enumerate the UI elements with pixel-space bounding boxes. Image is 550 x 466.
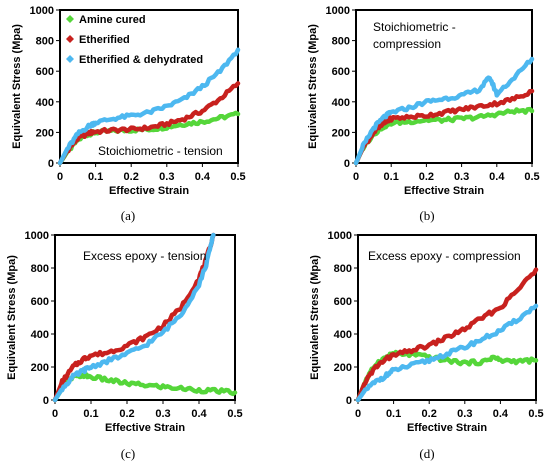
x-axis-label: Effective Strain xyxy=(105,422,185,434)
panel-annotation: Excess epoxy - tension xyxy=(83,249,206,263)
plot-frame xyxy=(357,234,537,401)
y-tick-label: 600 xyxy=(332,66,350,78)
y-tick-label: 0 xyxy=(43,395,49,407)
legend-entry: Etherified xyxy=(79,34,130,46)
x-axis-label: Effective Strain xyxy=(109,185,189,197)
x-tick-label: 0.4 xyxy=(493,408,509,420)
x-tick-label: 0.2 xyxy=(419,171,434,183)
y-tick-label: 200 xyxy=(332,127,350,139)
x-tick-label: 0.4 xyxy=(195,171,211,183)
y-tick-label: 400 xyxy=(334,329,352,341)
series-line-dehydrated xyxy=(57,47,241,166)
x-tick-label: 0.3 xyxy=(454,171,469,183)
y-tick-label: 200 xyxy=(334,362,352,374)
x-tick-label: 0.5 xyxy=(524,171,539,183)
y-tick-label: 0 xyxy=(344,158,350,170)
x-tick-label: 0.3 xyxy=(457,408,472,420)
x-tick-label: 0.3 xyxy=(159,171,174,183)
panel-annotation: Stoichiometric - tension xyxy=(98,144,223,158)
y-tick-label: 1000 xyxy=(328,230,352,242)
y-tick-label: 600 xyxy=(36,66,54,78)
y-tick-label: 1000 xyxy=(326,5,350,17)
x-tick-label: 0.1 xyxy=(88,171,103,183)
panel-caption: (d) xyxy=(419,446,434,461)
panel-caption: (c) xyxy=(121,446,135,461)
x-tick-label: 0.5 xyxy=(528,408,543,420)
x-tick-label: 0.2 xyxy=(119,408,134,420)
y-tick-label: 400 xyxy=(31,329,49,341)
x-tick-label: 0.4 xyxy=(489,171,505,183)
y-tick-label: 0 xyxy=(346,395,352,407)
y-axis-label: Equivalent Stress (Mpa) xyxy=(11,24,23,149)
panel-caption: (a) xyxy=(121,208,135,223)
panel-annotation: Excess epoxy - compression xyxy=(368,249,521,263)
y-tick-label: 400 xyxy=(332,97,350,109)
x-axis-label: Effective Strain xyxy=(404,185,484,197)
series-line-dehydrated xyxy=(355,303,539,403)
x-tick-label: 0.5 xyxy=(230,171,245,183)
x-tick-label: 0.1 xyxy=(83,408,98,420)
series-line-dehydrated xyxy=(52,232,216,403)
series-line-etherified xyxy=(355,267,539,403)
legend-entry: Amine cured xyxy=(79,14,146,26)
y-axis-label: Equivalent Stress (Mpa) xyxy=(307,24,319,149)
y-tick-label: 800 xyxy=(31,263,49,275)
x-tick-label: 0 xyxy=(57,171,63,183)
chart-panel-b: 0 0.1 0.2 0.3 0.4 0.5 0 200 400 600 800 1000 Effecti… xyxy=(307,5,540,223)
chart-panel-c: 0 0.1 0.2 0.3 0.4 0.5 0 200 400 600 800 1000 Effecti… xyxy=(6,230,243,461)
chart-panel-a: 0 0.1 0.2 0.3 0.4 0.5 0 200 400 600 800 1000 Effecti… xyxy=(11,5,246,223)
y-tick-label: 200 xyxy=(31,362,49,374)
legend-entry: Etherified & dehydrated xyxy=(79,54,203,66)
legend-marker-amine xyxy=(66,15,74,23)
x-tick-label: 0.2 xyxy=(124,171,139,183)
plot-frame xyxy=(54,234,236,401)
y-tick-label: 600 xyxy=(334,296,352,308)
y-tick-label: 200 xyxy=(36,127,54,139)
y-tick-label: 800 xyxy=(334,263,352,275)
y-tick-label: 0 xyxy=(48,158,54,170)
y-axis-label: Equivalent Stress (Mpa) xyxy=(6,255,18,380)
plot-frame xyxy=(59,9,239,164)
y-axis-label: Equivalent Stress (Mpa) xyxy=(309,255,321,380)
x-tick-label: 0.1 xyxy=(386,408,401,420)
panel-caption: (b) xyxy=(419,208,434,223)
x-tick-label: 0 xyxy=(353,171,359,183)
x-tick-label: 0.5 xyxy=(227,408,242,420)
series-line-etherified xyxy=(353,88,535,166)
y-tick-label: 800 xyxy=(332,36,350,48)
x-tick-label: 0.4 xyxy=(191,408,207,420)
y-tick-label: 800 xyxy=(36,36,54,48)
legend-marker-etherified xyxy=(66,35,74,43)
x-axis-label: Effective Strain xyxy=(407,422,487,434)
x-tick-label: 0.2 xyxy=(422,408,437,420)
series-line-amine xyxy=(52,371,238,403)
x-tick-label: 0 xyxy=(355,408,361,420)
series-line-etherified xyxy=(57,81,241,166)
y-tick-label: 1000 xyxy=(30,5,54,17)
y-tick-label: 1000 xyxy=(25,230,49,242)
y-tick-label: 400 xyxy=(36,97,54,109)
plot-frame xyxy=(355,9,533,164)
x-tick-label: 0 xyxy=(52,408,58,420)
x-tick-label: 0.3 xyxy=(155,408,170,420)
y-tick-label: 600 xyxy=(31,296,49,308)
chart-panel-d: 0 0.1 0.2 0.3 0.4 0.5 0 200 400 600 800 1000 Effecti… xyxy=(309,230,544,461)
legend-marker-dehydrated xyxy=(66,55,74,63)
panel-annotation: compression xyxy=(373,37,441,51)
panel-annotation: Stoichiometric - xyxy=(373,20,456,34)
series-line-dehydrated xyxy=(353,56,535,166)
x-tick-label: 0.1 xyxy=(384,171,399,183)
